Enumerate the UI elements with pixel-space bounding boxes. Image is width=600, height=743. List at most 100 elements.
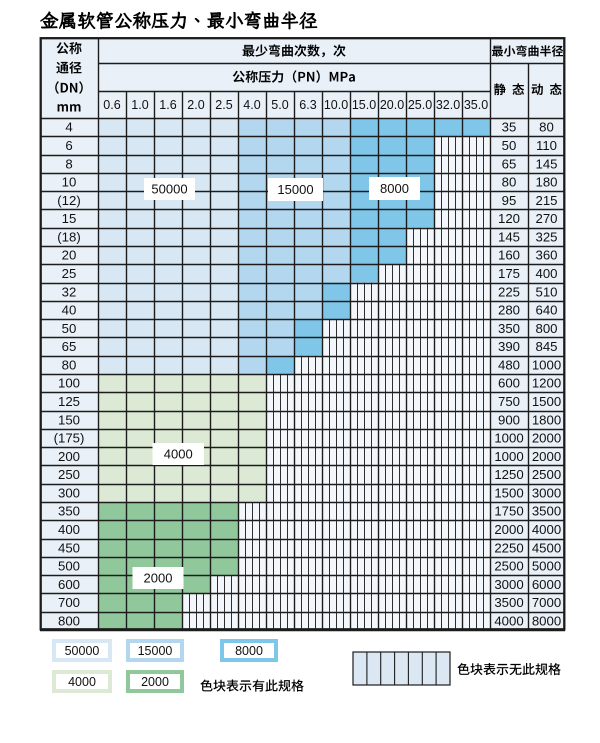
svg-text:15000: 15000 xyxy=(138,644,173,658)
svg-text:2500: 2500 xyxy=(494,559,523,574)
svg-text:40: 40 xyxy=(62,303,77,318)
svg-text:65: 65 xyxy=(502,156,517,171)
svg-text:4000: 4000 xyxy=(532,522,561,537)
svg-text:1250: 1250 xyxy=(494,467,523,482)
svg-text:4: 4 xyxy=(65,120,72,135)
svg-text:600: 600 xyxy=(58,577,80,592)
svg-text:(12): (12) xyxy=(57,193,80,208)
svg-text:80: 80 xyxy=(62,358,77,373)
svg-text:3000: 3000 xyxy=(532,486,561,501)
svg-text:10.0: 10.0 xyxy=(324,98,348,112)
svg-text:5000: 5000 xyxy=(532,559,561,574)
svg-text:3500: 3500 xyxy=(494,595,523,610)
svg-text:480: 480 xyxy=(498,358,520,373)
svg-text:32.0: 32.0 xyxy=(436,98,460,112)
svg-text:3500: 3500 xyxy=(532,504,561,519)
svg-text:500: 500 xyxy=(58,559,80,574)
svg-text:225: 225 xyxy=(498,284,520,299)
svg-text:50000: 50000 xyxy=(151,182,187,197)
svg-text:35: 35 xyxy=(502,120,517,135)
svg-text:600: 600 xyxy=(498,376,520,391)
svg-text:125: 125 xyxy=(58,394,80,409)
svg-text:50000: 50000 xyxy=(65,644,100,658)
svg-text:6: 6 xyxy=(65,138,72,153)
svg-text:1000: 1000 xyxy=(532,358,561,373)
svg-text:175: 175 xyxy=(498,266,520,281)
svg-text:35.0: 35.0 xyxy=(464,98,488,112)
svg-text:750: 750 xyxy=(498,394,520,409)
svg-text:280: 280 xyxy=(498,303,520,318)
svg-text:1000: 1000 xyxy=(494,431,523,446)
svg-text:120: 120 xyxy=(498,211,520,226)
svg-text:400: 400 xyxy=(58,522,80,537)
svg-text:2000: 2000 xyxy=(141,675,169,689)
svg-text:145: 145 xyxy=(498,230,520,245)
svg-text:150: 150 xyxy=(58,412,80,427)
svg-text:510: 510 xyxy=(535,284,557,299)
svg-text:25.0: 25.0 xyxy=(408,98,432,112)
svg-text:160: 160 xyxy=(498,248,520,263)
svg-text:215: 215 xyxy=(535,193,557,208)
svg-text:350: 350 xyxy=(58,504,80,519)
svg-text:25: 25 xyxy=(62,266,77,281)
svg-text:700: 700 xyxy=(58,595,80,610)
svg-text:2000: 2000 xyxy=(494,522,523,537)
svg-text:4000: 4000 xyxy=(164,447,193,462)
svg-text:2000: 2000 xyxy=(144,571,173,586)
svg-text:2000: 2000 xyxy=(532,449,561,464)
svg-text:1.6: 1.6 xyxy=(159,98,176,112)
svg-text:50: 50 xyxy=(62,321,77,336)
svg-text:100: 100 xyxy=(58,376,80,391)
svg-text:390: 390 xyxy=(498,339,520,354)
svg-text:(18): (18) xyxy=(57,230,80,245)
svg-text:845: 845 xyxy=(535,339,557,354)
svg-text:10: 10 xyxy=(62,175,77,190)
svg-text:1200: 1200 xyxy=(532,376,561,391)
svg-text:2250: 2250 xyxy=(494,540,523,555)
svg-text:900: 900 xyxy=(498,412,520,427)
svg-text:640: 640 xyxy=(535,303,557,318)
svg-text:250: 250 xyxy=(58,467,80,482)
svg-text:80: 80 xyxy=(539,120,554,135)
svg-text:200: 200 xyxy=(58,449,80,464)
svg-text:15.0: 15.0 xyxy=(352,98,376,112)
svg-text:15000: 15000 xyxy=(277,182,313,197)
svg-text:2500: 2500 xyxy=(532,467,561,482)
svg-text:800: 800 xyxy=(535,321,557,336)
svg-text:20.0: 20.0 xyxy=(380,98,404,112)
svg-text:8000: 8000 xyxy=(235,644,263,658)
svg-text:8000: 8000 xyxy=(532,614,561,629)
svg-text:180: 180 xyxy=(535,175,557,190)
svg-text:270: 270 xyxy=(535,211,557,226)
svg-text:3000: 3000 xyxy=(494,577,523,592)
svg-text:1750: 1750 xyxy=(494,504,523,519)
svg-text:110: 110 xyxy=(536,138,557,153)
svg-text:800: 800 xyxy=(58,614,80,629)
svg-text:1500: 1500 xyxy=(494,486,523,501)
svg-text:4000: 4000 xyxy=(68,675,96,689)
svg-text:400: 400 xyxy=(535,266,557,281)
svg-text:4.0: 4.0 xyxy=(243,98,260,112)
svg-text:350: 350 xyxy=(498,321,520,336)
svg-text:1.0: 1.0 xyxy=(131,98,148,112)
svg-text:95: 95 xyxy=(502,193,517,208)
svg-text:4500: 4500 xyxy=(532,540,561,555)
svg-text:80: 80 xyxy=(502,175,517,190)
svg-text:(175): (175) xyxy=(54,431,85,446)
svg-text:2.0: 2.0 xyxy=(187,98,204,112)
svg-text:32: 32 xyxy=(62,284,77,299)
svg-text:6.3: 6.3 xyxy=(299,98,316,112)
svg-text:2000: 2000 xyxy=(532,431,561,446)
svg-text:1500: 1500 xyxy=(532,394,561,409)
svg-text:325: 325 xyxy=(535,230,557,245)
svg-text:2.5: 2.5 xyxy=(215,98,232,112)
svg-text:6000: 6000 xyxy=(532,577,561,592)
svg-text:0.6: 0.6 xyxy=(103,98,120,112)
svg-text:8000: 8000 xyxy=(380,181,409,196)
svg-text:145: 145 xyxy=(535,156,557,171)
svg-text:20: 20 xyxy=(62,248,77,263)
svg-text:1000: 1000 xyxy=(494,449,523,464)
svg-text:1800: 1800 xyxy=(532,412,561,427)
svg-text:300: 300 xyxy=(58,486,80,501)
svg-text:50: 50 xyxy=(502,138,517,153)
